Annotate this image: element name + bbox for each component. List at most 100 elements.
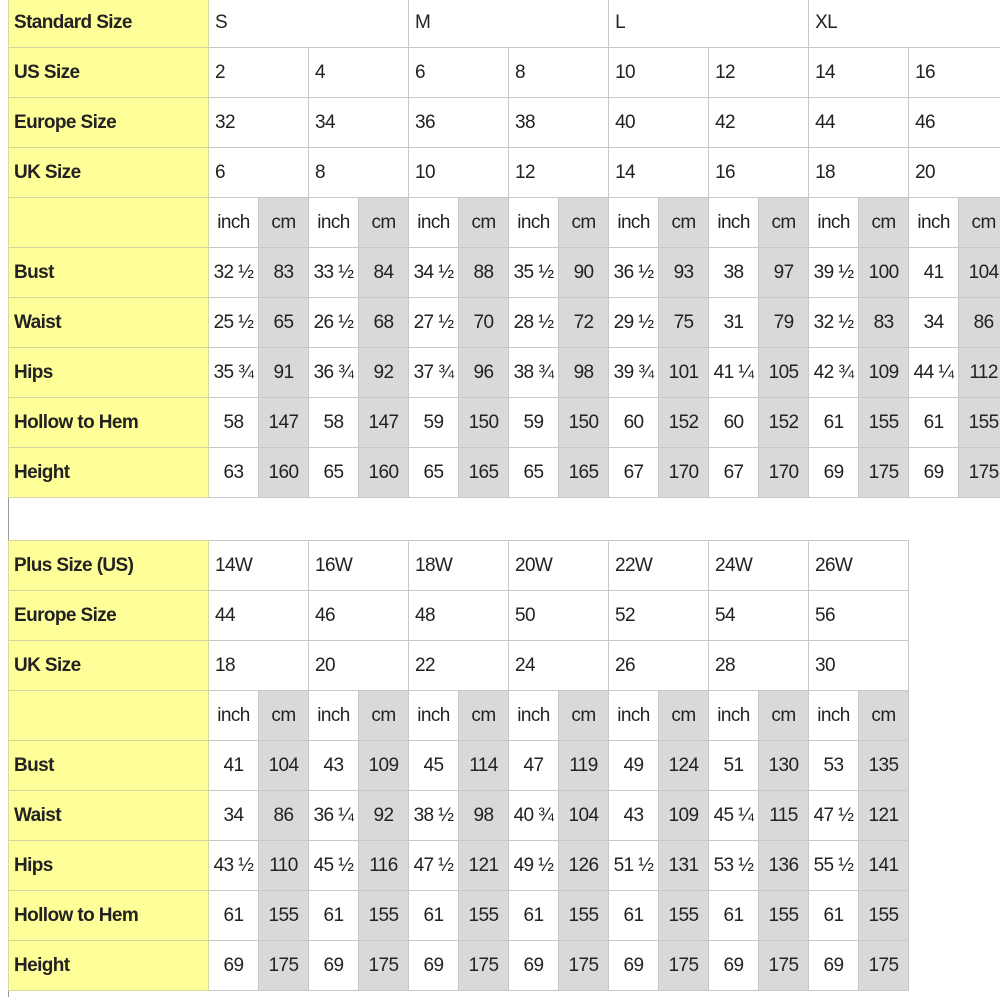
row-label: Hips [8,840,209,891]
cm-cell: cm [357,197,410,248]
inch-cell: 34 [908,297,960,348]
cm-cell: 79 [758,297,810,348]
cm-cell: 92 [357,347,410,398]
cm-cell: cm [758,690,809,741]
row-label: Waist [8,297,209,348]
inch-cell: 41 ¼ [708,347,760,398]
inch-cell: 41 [208,740,259,791]
cm-cell: 147 [357,397,410,448]
cm-cell: 152 [658,397,710,448]
inch-cell: 59 [508,397,560,448]
cm-cell: 150 [458,397,510,448]
cm-cell: 105 [758,347,810,398]
size-cell: 12 [508,147,610,198]
inch-cell: 45 ½ [308,840,359,891]
inch-cell: inch [808,690,859,741]
cm-cell: 175 [758,940,809,991]
standard-size-table: Standard Size S M L XL US Size 2 4 6 8 10 12 14 16 Eur… [8,0,1000,498]
cm-cell: 97 [758,247,810,298]
inch-cell: 60 [708,397,760,448]
inch-cell: 28 ½ [508,297,560,348]
inch-cell: 69 [708,940,759,991]
cm-cell: 72 [558,297,610,348]
inch-cell: 39 ¾ [608,347,660,398]
inch-cell: 69 [908,447,960,498]
size-cell: 16W [308,540,409,591]
size-cell: L [608,0,810,48]
row-label: Hips [8,347,209,398]
cm-cell: 165 [558,447,610,498]
row-label: Waist [8,790,209,841]
inch-cell: 35 ½ [508,247,560,298]
inch-cell: inch [408,690,459,741]
row-standard-size: Standard Size S M L XL [8,0,1000,48]
inch-cell: 69 [808,940,859,991]
size-cell: 34 [307,97,410,148]
cm-cell: 92 [358,790,409,841]
inch-cell: 40 ¾ [508,790,559,841]
inch-cell: 38 [708,247,760,298]
cm-cell: 175 [858,940,909,991]
size-cell: 6 [408,47,510,98]
size-cell: 16 [708,147,810,198]
size-cell: 36 [408,97,510,148]
size-cell: 14W [208,540,309,591]
cm-cell: 155 [658,890,709,941]
cm-cell: 114 [458,740,509,791]
inch-cell: inch [808,197,860,248]
cm-cell: cm [858,197,910,248]
row-label: Standard Size [8,0,209,48]
inch-cell: 38 ¾ [508,347,560,398]
cm-cell: 90 [558,247,610,298]
size-cell: 40 [608,97,710,148]
cm-cell: 100 [858,247,910,298]
row-hollow-to-hem: Hollow to Hem 58 147 58 147 59 150 59 150 60 152 60… [8,397,1000,448]
cm-cell: 109 [858,347,910,398]
inch-cell: 45 [408,740,459,791]
inch-cell: 51 [708,740,759,791]
inch-cell: 34 ½ [408,247,460,298]
cm-cell: 175 [958,447,1000,498]
inch-cell: 61 [708,890,759,941]
cm-cell: cm [558,197,610,248]
size-cell: 18W [408,540,509,591]
cm-cell: 68 [357,297,410,348]
cm-cell: cm [658,690,709,741]
size-cell: 20 [908,147,1000,198]
size-cell: 8 [508,47,610,98]
inch-cell: 36 ½ [608,247,660,298]
row-label [8,197,209,248]
row-label: Hollow to Hem [8,397,209,448]
inch-cell: 49 ½ [508,840,559,891]
row-plus-size-us: Plus Size (US) 14W 16W 18W 20W 22W 24W 26W [8,540,909,591]
size-cell: 30 [808,640,909,691]
cm-cell: 141 [858,840,909,891]
cm-cell: cm [458,197,510,248]
size-cell: 24W [708,540,809,591]
size-cell: 16 [908,47,1000,98]
cm-cell: 155 [258,890,309,941]
inch-cell: 55 ½ [808,840,859,891]
row-label: Europe Size [8,97,209,148]
row-label: Bust [8,740,209,791]
cm-cell: 170 [658,447,710,498]
cm-cell: 93 [658,247,710,298]
inch-cell: 69 [508,940,559,991]
inch-cell: 47 [508,740,559,791]
size-cell: 10 [408,147,510,198]
size-cell: 48 [408,590,509,641]
inch-cell: 32 ½ [808,297,860,348]
inch-cell: inch [608,197,660,248]
row-label: Hollow to Hem [8,890,209,941]
row-us-size: US Size 2 4 6 8 10 12 14 16 [8,47,1000,98]
size-cell: 22W [608,540,709,591]
size-cell: 14 [808,47,910,98]
row-europe-size: Europe Size 44 46 48 50 52 54 56 [8,590,909,641]
cm-cell: 115 [758,790,809,841]
inch-cell: 69 [608,940,659,991]
size-cell: 4 [307,47,410,98]
cm-cell: 155 [558,890,609,941]
row-label: Bust [8,247,209,298]
cm-cell: 110 [258,840,309,891]
size-cell: 14 [608,147,710,198]
